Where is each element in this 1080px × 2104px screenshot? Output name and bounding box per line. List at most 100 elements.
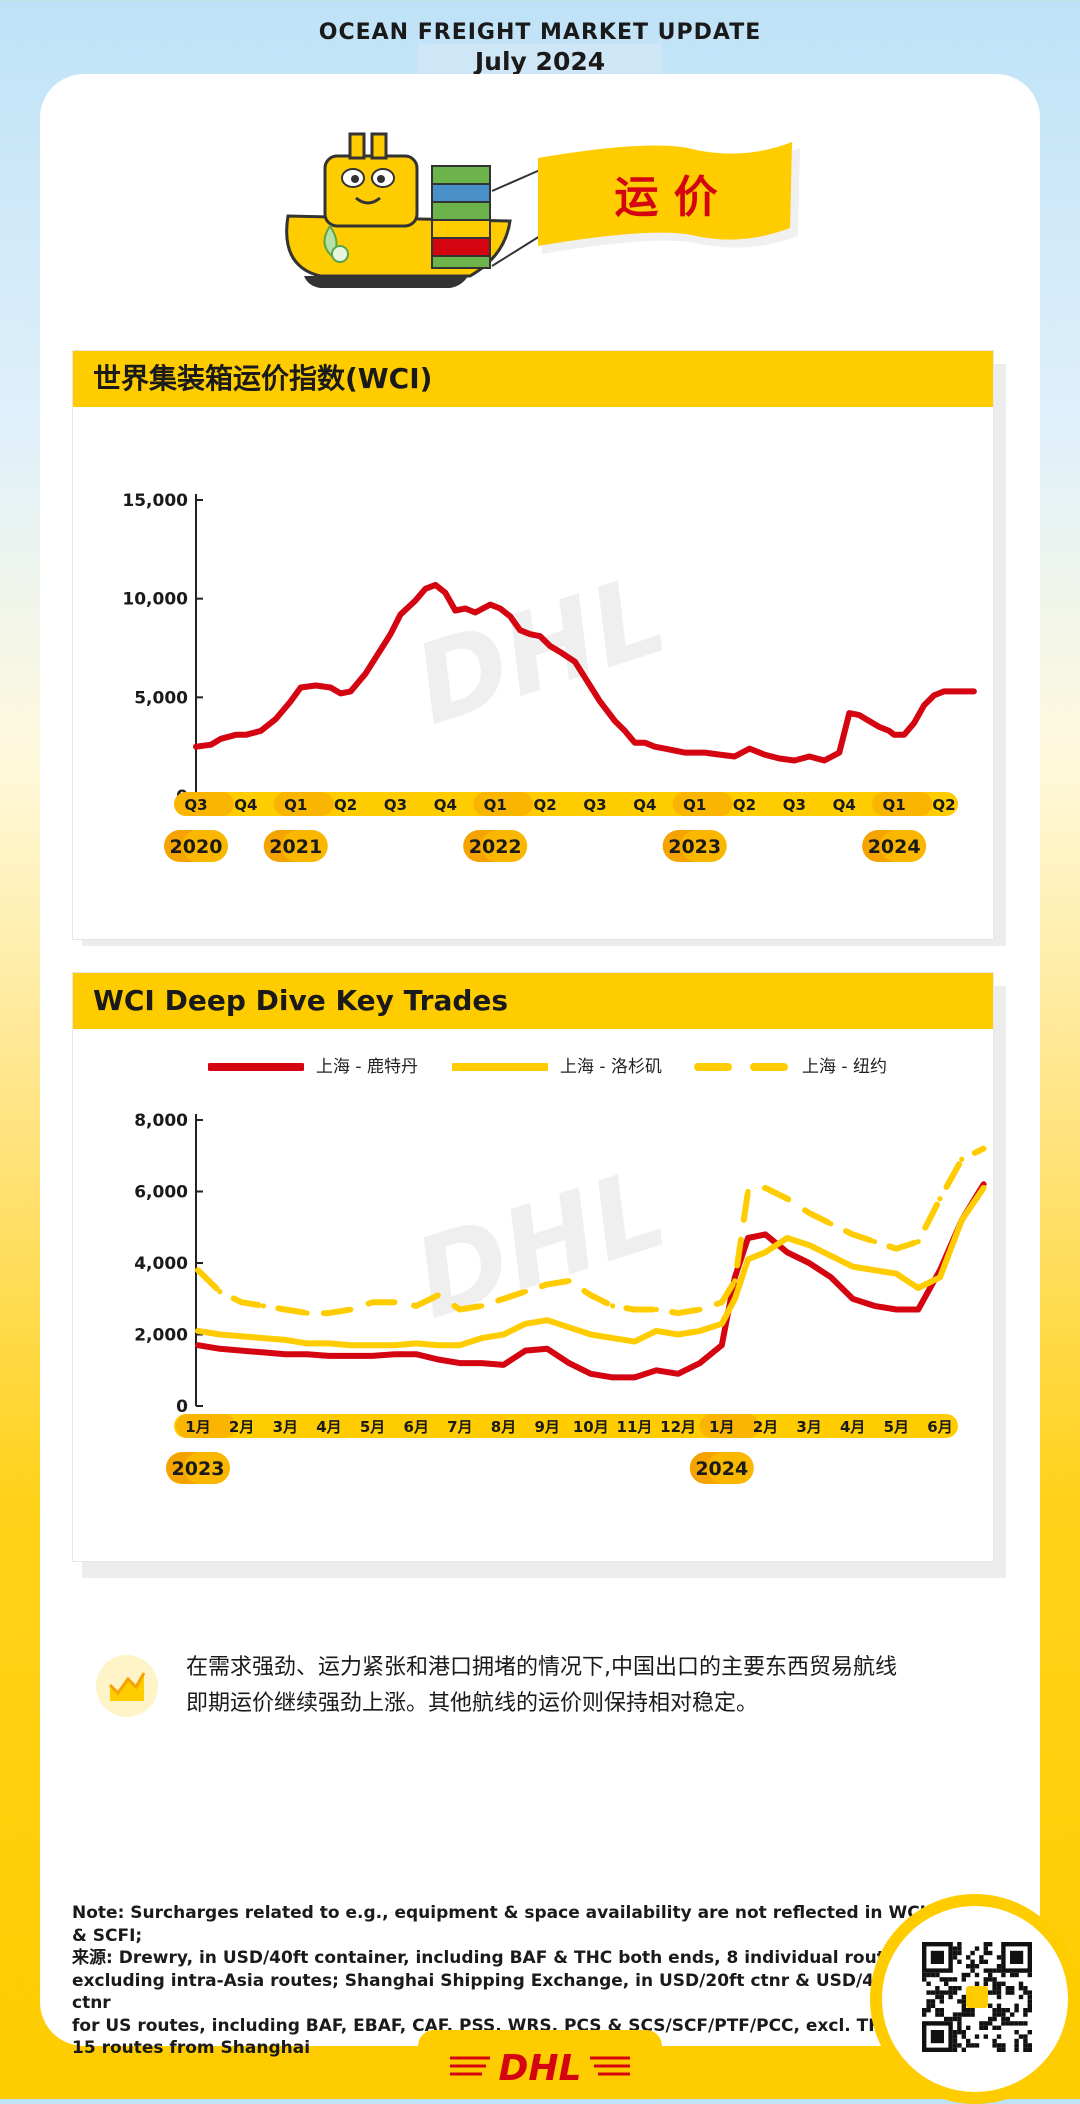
x-tick-label: 12月 [660, 1418, 696, 1436]
year-pill-highlight [880, 830, 927, 862]
qr-module [957, 1942, 962, 1947]
data-point [762, 1249, 769, 1255]
qr-module [1014, 2030, 1019, 2035]
qr-module [1027, 2043, 1032, 2048]
data-point [762, 1185, 769, 1191]
data-point [282, 1337, 288, 1343]
data-point [479, 1360, 485, 1366]
qr-module [944, 1977, 949, 1982]
qr-module [996, 2012, 1002, 2017]
qr-module [948, 1986, 953, 1991]
data-point [462, 605, 468, 612]
qr-module [957, 1959, 962, 1964]
data-point [836, 750, 842, 756]
data-point [348, 688, 354, 694]
data-point [348, 1306, 354, 1313]
qr-module [1027, 1972, 1032, 1978]
data-point [697, 1328, 703, 1334]
qr-module [996, 2043, 1002, 2048]
qr-module [1010, 1972, 1015, 1978]
qr-module [983, 1981, 988, 1986]
qr-module [988, 1990, 993, 1995]
data-point [435, 1292, 441, 1298]
x-tick-label: 10月 [573, 1418, 609, 1436]
x-tick-label: Q1 [683, 796, 706, 814]
qr-module [970, 1959, 975, 1964]
qr-module [961, 1994, 966, 2000]
qr-module [983, 1977, 988, 1982]
data-point [432, 582, 438, 588]
legend-item-new-york: 上海 - 纽约 [694, 1052, 914, 1082]
data-point [362, 671, 369, 677]
data-point [762, 1231, 769, 1237]
data-point [893, 1271, 900, 1277]
qr-module [926, 1981, 931, 1986]
qr-module [1018, 1981, 1024, 1986]
y-tick-label: 4,000 [134, 1254, 188, 1274]
data-point [442, 590, 448, 596]
data-point [719, 1342, 725, 1348]
data-point [413, 1340, 419, 1346]
data-point [891, 732, 897, 738]
data-point [631, 1339, 638, 1345]
data-point [544, 1317, 550, 1323]
data-point [846, 710, 852, 716]
x-axis-band-accent [176, 1414, 236, 1438]
data-point [326, 1310, 332, 1316]
y-tick-label: 10,000 [122, 590, 188, 610]
data-point [435, 1356, 441, 1363]
data-point [915, 1239, 921, 1245]
qr-module [926, 1972, 931, 1978]
watermark-glyph: DHL [400, 550, 681, 750]
data-point [697, 1360, 703, 1366]
qr-module [988, 1968, 993, 1973]
legend-dash-icon [694, 1063, 790, 1071]
qr-module [1001, 2008, 1006, 2013]
data-point [915, 1285, 921, 1291]
dhl-watermark-icon: DHL [400, 1144, 681, 1344]
qr-module [996, 2034, 1002, 2039]
qr-module [957, 1946, 962, 1951]
qr-module [996, 2008, 1002, 2013]
qr-finder-core [1010, 1950, 1024, 1964]
data-point [517, 627, 523, 633]
data-point [631, 1306, 638, 1313]
note-line-3: excluding intra-Asia routes; Shanghai Sh… [72, 1970, 902, 2014]
qr-module [970, 2043, 975, 2048]
data-point [258, 728, 264, 734]
x-tick-label: Q1 [883, 796, 906, 814]
x-tick-label: 6月 [927, 1418, 952, 1436]
data-point [622, 728, 628, 734]
qr-module [1014, 1972, 1019, 1978]
qr-module [926, 1990, 931, 1995]
qr-module [1027, 1994, 1032, 2000]
chart1-title: 世界集装箱运价指数(WCI) [73, 351, 993, 407]
qr-module [930, 2003, 936, 2008]
qr-module [1001, 1972, 1006, 1978]
x-tick-label: Q4 [833, 796, 856, 814]
data-point [500, 1296, 507, 1302]
data-point [981, 1146, 987, 1152]
dhl-logo-text: DHL [499, 2048, 582, 2086]
qr-module [1023, 2043, 1028, 2048]
qr-module [1027, 2047, 1032, 2052]
data-point [901, 732, 907, 738]
data-point [911, 720, 917, 726]
data-point [702, 750, 708, 756]
qr-module [1023, 1986, 1028, 1991]
data-point [915, 1306, 921, 1313]
data-point [745, 1235, 751, 1241]
data-point [652, 744, 658, 750]
chart2-legend: 上海 - 鹿特丹 上海 - 洛杉矶 上海 - 纽约 [208, 1052, 928, 1082]
qr-code-icon[interactable] [922, 1942, 1032, 2052]
qr-module [952, 2047, 958, 2052]
qr-module [988, 1977, 993, 1982]
year-pill-highlight [481, 830, 528, 862]
qr-module [952, 2030, 958, 2035]
x-tick-label: 9月 [534, 1418, 559, 1436]
qr-module [992, 2043, 997, 2048]
qr-module [1027, 1999, 1032, 2004]
data-point [653, 1328, 659, 1334]
qr-module [1023, 2038, 1028, 2044]
data-point [239, 1299, 245, 1305]
